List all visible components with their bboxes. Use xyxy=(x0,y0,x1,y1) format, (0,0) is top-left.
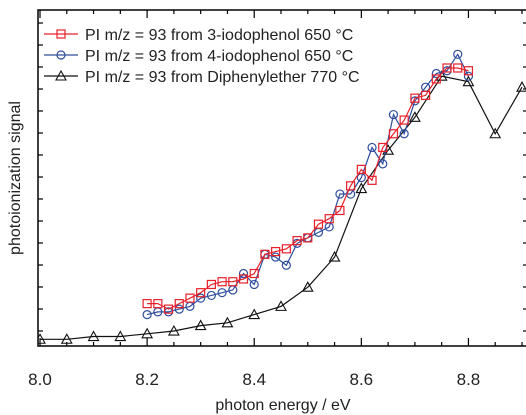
data-point-triangle xyxy=(328,250,341,262)
data-point-triangle xyxy=(408,111,421,122)
data-point-circle xyxy=(388,109,399,120)
series-layer xyxy=(38,49,526,344)
legend-label: PI m/z = 93 from Diphenylether 770 °C xyxy=(85,69,360,86)
data-point-circle xyxy=(463,71,474,81)
data-point-square xyxy=(388,129,399,139)
data-point-square xyxy=(292,236,302,246)
data-point-square xyxy=(453,63,463,73)
data-point-square xyxy=(442,63,452,73)
data-point-square xyxy=(228,277,238,287)
data-point-square xyxy=(260,249,270,259)
x-tick-label: 8.2 xyxy=(135,370,159,389)
data-point-circle xyxy=(174,304,184,314)
legend-marker-triangle xyxy=(55,69,67,81)
data-point-triangle xyxy=(275,300,287,311)
data-point-square xyxy=(196,288,206,298)
data-point-square xyxy=(217,277,227,287)
data-point-square xyxy=(238,274,249,284)
data-point-circle xyxy=(206,290,216,301)
data-point-square xyxy=(335,205,345,216)
data-point-square xyxy=(153,299,163,309)
legend-marker-square xyxy=(56,29,66,39)
data-point-square xyxy=(174,299,184,309)
y-axis-title: photoionization signal xyxy=(7,101,24,255)
data-point-triangle xyxy=(489,127,502,139)
x-axis-title: photon energy / eV xyxy=(215,397,351,414)
data-point-triangle xyxy=(516,81,526,92)
data-point-square xyxy=(249,268,259,279)
data-point-square xyxy=(324,214,334,224)
data-point-circle xyxy=(281,260,291,270)
data-point-circle xyxy=(271,252,281,262)
legend: PI m/z = 93 from 3-iodophenol 650 °C PI m… xyxy=(44,27,360,86)
data-point-square xyxy=(206,279,216,290)
data-point-square xyxy=(463,66,474,76)
legend-label: PI m/z = 93 from 3-iodophenol 650 °C xyxy=(85,27,353,44)
data-point-triangle xyxy=(221,316,234,328)
data-point-square xyxy=(163,304,174,314)
data-point-circle xyxy=(335,189,345,199)
series-line-square xyxy=(147,67,469,310)
data-point-triangle xyxy=(60,333,73,344)
plot-frame xyxy=(37,9,526,347)
data-point-triangle xyxy=(301,281,314,292)
data-point-circle xyxy=(249,279,259,290)
data-point-triangle xyxy=(355,182,368,194)
data-point-triangle xyxy=(462,75,475,87)
x-tick-label: 8.6 xyxy=(350,370,374,389)
data-point-triangle xyxy=(167,324,180,336)
data-point-circle xyxy=(431,68,441,79)
x-tick-label: 8.8 xyxy=(457,370,481,389)
data-point-square xyxy=(281,244,291,254)
legend-marker-circle xyxy=(56,50,66,60)
data-point-circle xyxy=(453,49,463,59)
data-point-triangle xyxy=(87,330,100,342)
data-point-circle xyxy=(217,288,227,298)
data-point-square xyxy=(142,299,152,309)
data-point-circle xyxy=(378,159,388,169)
data-point-square xyxy=(378,142,388,153)
data-point-circle xyxy=(238,268,249,279)
data-point-circle xyxy=(367,142,377,153)
data-point-square xyxy=(303,233,313,243)
data-point-square xyxy=(356,164,366,174)
x-ticks: 8.0 8.2 8.4 8.6 8.8 xyxy=(28,10,523,389)
series-circle xyxy=(142,49,474,320)
series-triangle xyxy=(38,70,526,344)
data-point-square xyxy=(431,74,441,84)
series-square xyxy=(142,63,474,314)
data-point-square xyxy=(346,181,356,191)
data-point-square xyxy=(410,93,420,103)
data-point-circle xyxy=(399,129,409,139)
data-point-square xyxy=(313,219,324,229)
data-point-triangle xyxy=(114,330,127,342)
data-point-circle xyxy=(196,293,206,303)
data-point-triangle xyxy=(38,333,46,344)
data-point-square xyxy=(185,293,195,303)
data-point-triangle xyxy=(194,319,207,331)
data-point-square xyxy=(367,175,377,185)
x-tick-label: 8.0 xyxy=(28,370,52,389)
series-line-circle xyxy=(146,53,469,316)
data-point-square xyxy=(421,90,431,101)
data-point-circle xyxy=(142,310,152,320)
data-point-triangle xyxy=(248,308,261,320)
x-tick-label: 8.4 xyxy=(242,370,266,389)
legend-label: PI m/z = 93 from 4-iodophenol 650 °C xyxy=(85,48,353,65)
data-point-square xyxy=(399,115,409,125)
series-line-triangle xyxy=(40,75,523,340)
data-point-square xyxy=(271,246,281,257)
data-point-triangle xyxy=(141,327,154,339)
